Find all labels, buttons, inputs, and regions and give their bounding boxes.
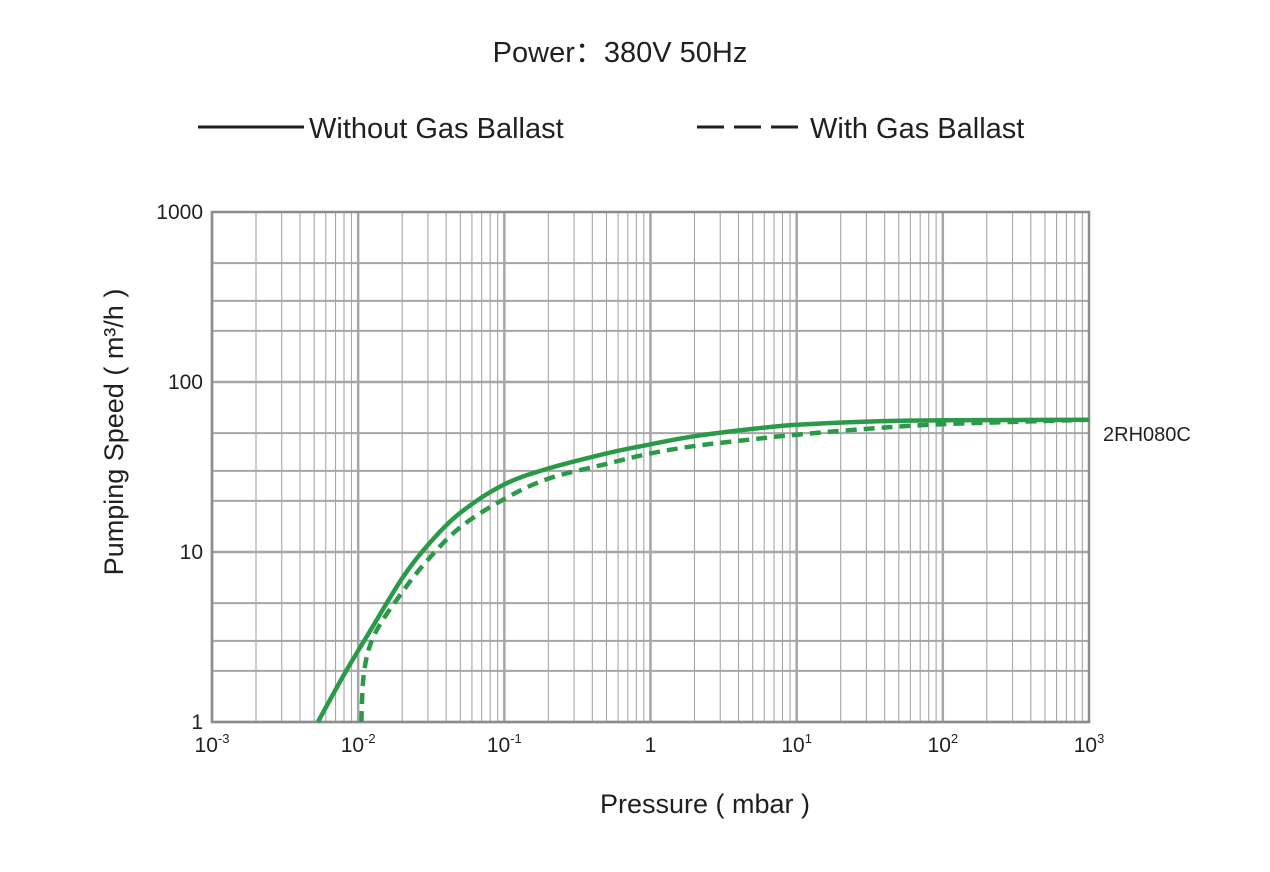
x-tick-label: 101 xyxy=(781,731,812,757)
y-tick-labels: 1 10 100 1000 xyxy=(156,201,203,734)
y-tick-label: 1 xyxy=(191,711,203,734)
chart-title: Power：380V 50Hz xyxy=(493,37,748,69)
series-line-without-gas-ballast xyxy=(315,417,1090,724)
x-tick-label: 103 xyxy=(1074,731,1105,757)
x-tick-label: 10-3 xyxy=(195,731,230,757)
curve-label: 2RH080C xyxy=(1103,424,1191,446)
series-line-with-gas-ballast xyxy=(359,417,1090,723)
x-tick-labels: 10-3 10-2 10-1 1 101 102 103 xyxy=(195,731,1105,757)
legend: Without Gas Ballast With Gas Ballast xyxy=(198,113,1024,145)
x-tick-label: 102 xyxy=(928,731,959,757)
legend-label-with-gas-ballast: With Gas Ballast xyxy=(810,113,1024,145)
y-tick-label: 100 xyxy=(168,371,203,394)
y-axis-label: Pumping Speed ( m³/h ) xyxy=(99,289,129,576)
y-tick-label: 1000 xyxy=(156,201,203,224)
x-tick-label: 1 xyxy=(645,734,657,757)
x-tick-label: 10-1 xyxy=(487,731,522,757)
legend-label-without-gas-ballast: Without Gas Ballast xyxy=(309,113,564,145)
y-tick-label: 10 xyxy=(180,541,203,564)
grid xyxy=(210,212,1089,724)
x-axis-label: Pressure ( mbar ) xyxy=(600,789,810,819)
x-tick-label: 10-2 xyxy=(341,731,376,757)
plot-frame xyxy=(210,210,1091,724)
series-layer xyxy=(315,417,1090,724)
